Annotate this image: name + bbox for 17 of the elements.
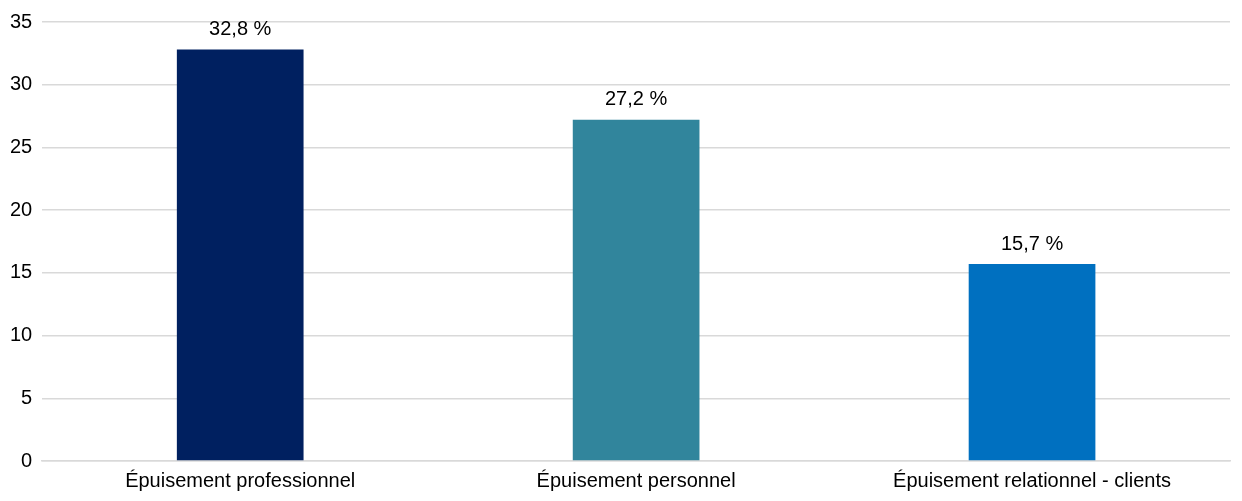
data-label: 32,8 % xyxy=(209,17,272,40)
y-tick-label: 5 xyxy=(21,385,33,408)
y-tick-label: 35 xyxy=(10,9,33,32)
bar xyxy=(176,49,304,461)
data-label: 15,7 % xyxy=(1000,231,1064,254)
data-label: 27,2 % xyxy=(604,87,668,110)
x-tick-label: Épuisement personnel xyxy=(536,468,736,491)
bar xyxy=(968,264,1096,461)
y-tick-label: 20 xyxy=(10,197,33,220)
x-tick-label: Épuisement relationnel - clients xyxy=(893,468,1171,491)
y-tick-label: 25 xyxy=(10,134,33,157)
y-tick-label: 0 xyxy=(21,448,33,471)
y-tick-label: 15 xyxy=(10,260,33,283)
x-tick-label: Épuisement professionnel xyxy=(125,468,356,491)
y-tick-label: 10 xyxy=(10,323,33,346)
bar xyxy=(572,119,700,461)
y-tick-label: 30 xyxy=(10,72,33,95)
